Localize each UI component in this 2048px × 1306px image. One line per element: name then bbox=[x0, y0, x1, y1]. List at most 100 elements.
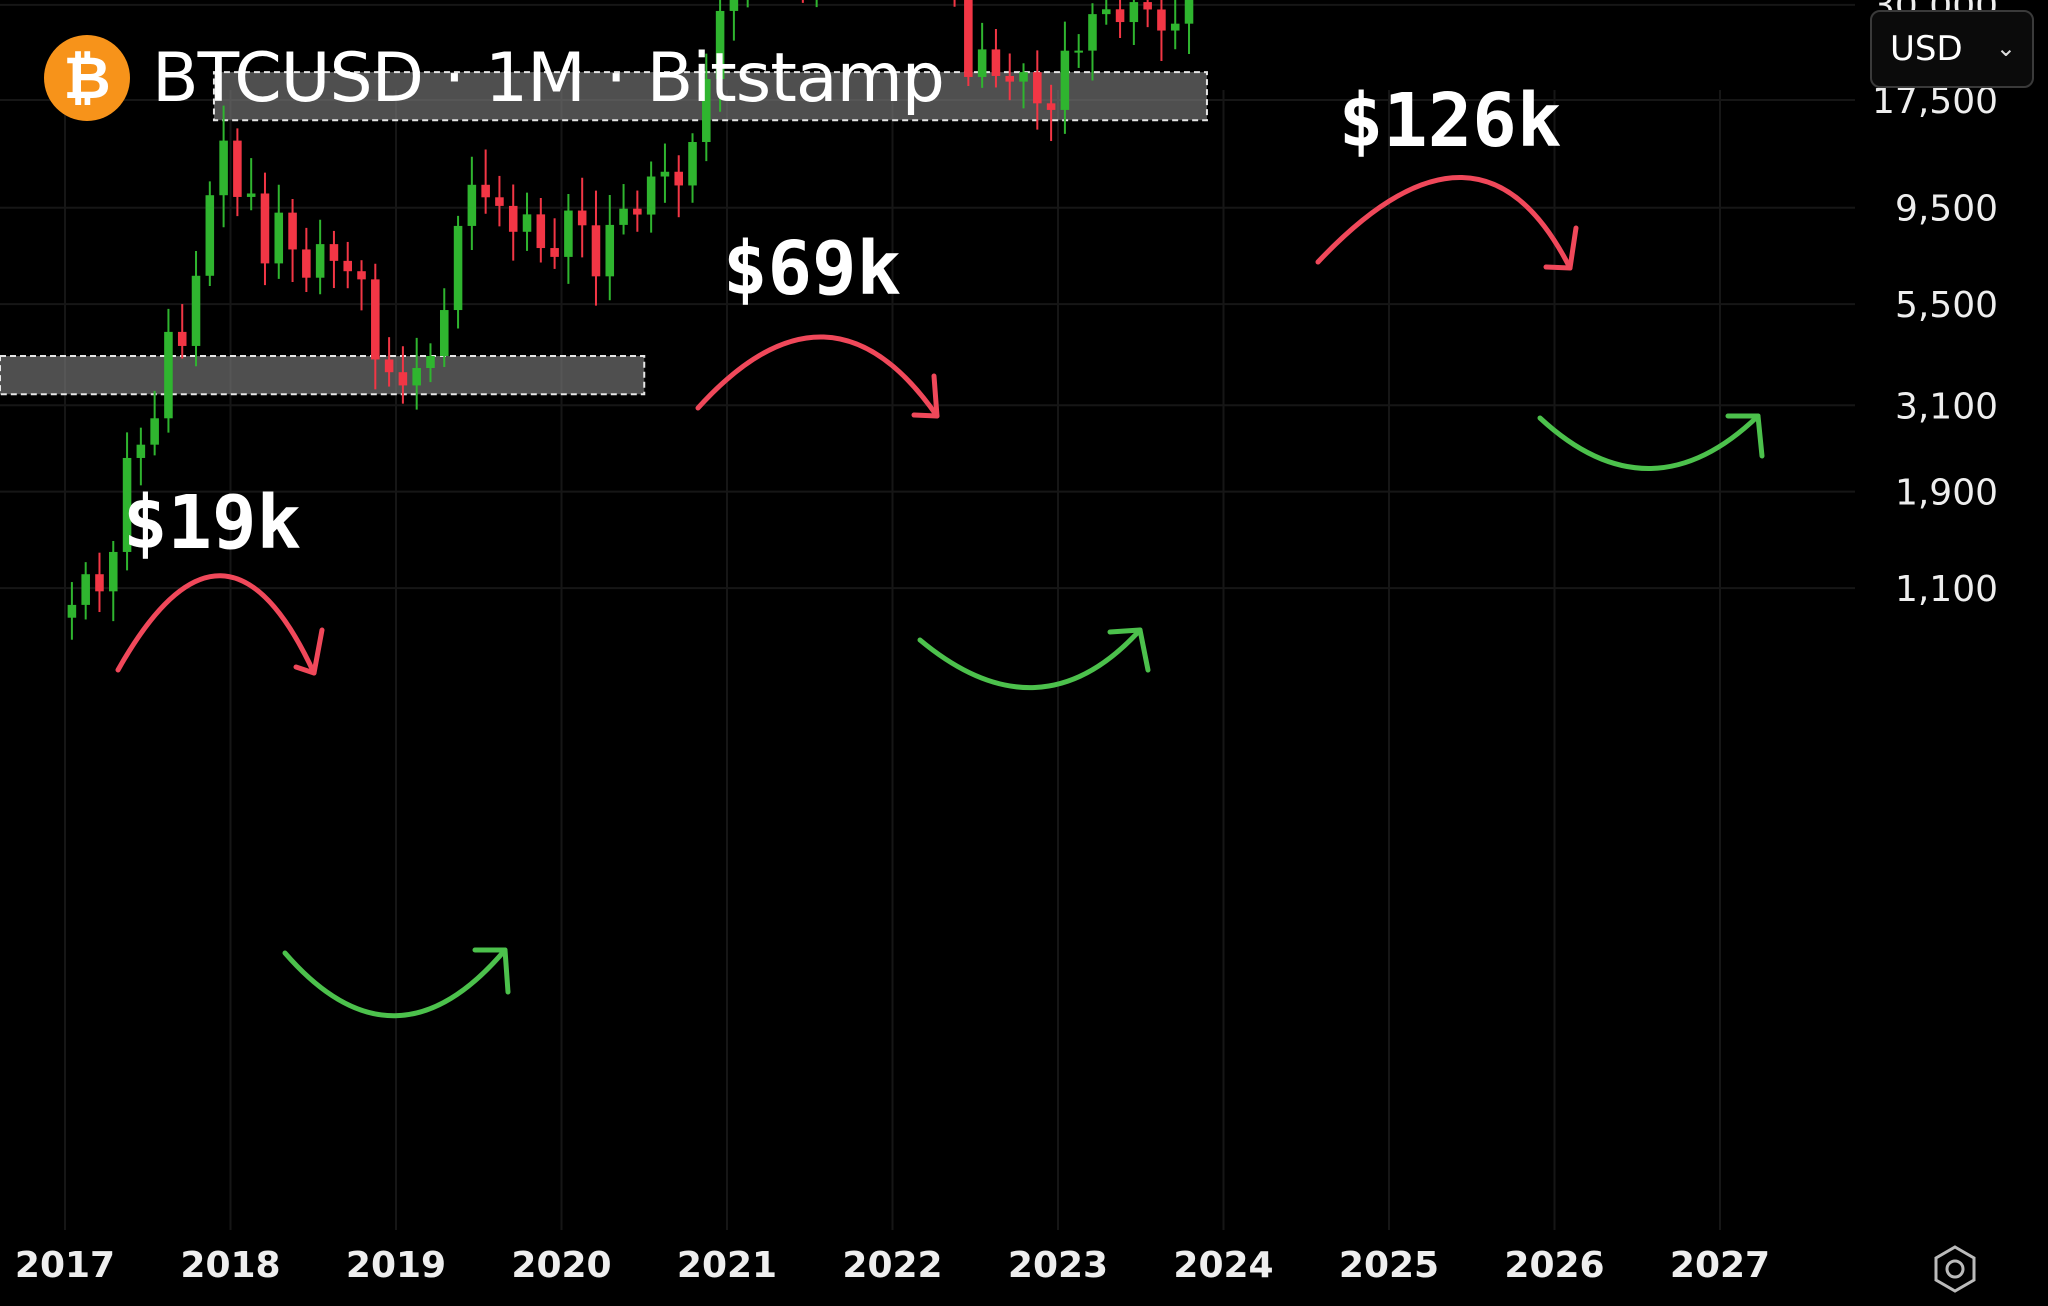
y-tick-label: 1,900 bbox=[1895, 473, 1998, 514]
x-tick-label: 2023 bbox=[1008, 1245, 1108, 1286]
peak-label-2: $126k bbox=[1339, 78, 1562, 164]
candle-body bbox=[688, 142, 697, 186]
candle-body bbox=[536, 214, 546, 249]
arrowhead-green-2023 bbox=[1107, 627, 1151, 673]
candle-body bbox=[715, 10, 725, 80]
candle-body bbox=[233, 140, 242, 197]
chart-title-block: ₿ BTCUSD · 1M · Bitstamp bbox=[44, 28, 945, 128]
candle-body bbox=[1101, 9, 1111, 15]
candle-body bbox=[150, 418, 159, 445]
candle-body bbox=[619, 208, 628, 225]
candle-body bbox=[288, 212, 297, 250]
candle-body bbox=[274, 212, 284, 264]
candle-body bbox=[122, 457, 132, 552]
candle-body bbox=[1157, 9, 1166, 31]
candle-body bbox=[1170, 23, 1180, 31]
candle-body bbox=[329, 244, 339, 261]
peak-label-1: $69k bbox=[723, 226, 901, 312]
chevron-down-icon: ⌄ bbox=[1995, 34, 2016, 62]
candle-body bbox=[1033, 72, 1042, 104]
y-tick-label: 1,100 bbox=[1895, 569, 1998, 610]
candle-body bbox=[1115, 9, 1125, 23]
candle-body bbox=[260, 193, 270, 264]
arrow-red-19k bbox=[115, 573, 317, 676]
x-tick-label: 2025 bbox=[1339, 1245, 1439, 1286]
candle-body bbox=[646, 176, 656, 215]
arrowhead-green-2026 bbox=[1725, 413, 1765, 459]
candle-body bbox=[439, 310, 449, 356]
candle-body bbox=[315, 244, 325, 278]
candle-body bbox=[81, 574, 90, 605]
x-tick-label: 2024 bbox=[1173, 1245, 1273, 1286]
candle-body bbox=[633, 208, 642, 215]
candle-body bbox=[508, 205, 518, 232]
candle-body bbox=[1143, 2, 1152, 10]
candle-body bbox=[398, 372, 408, 386]
y-tick-label: 3,100 bbox=[1895, 386, 1998, 427]
x-tick-label: 2017 bbox=[15, 1245, 115, 1286]
candle-body bbox=[191, 275, 201, 346]
arrowhead-green-2019 bbox=[472, 947, 511, 995]
candle-body bbox=[246, 193, 256, 197]
candle-body bbox=[136, 444, 146, 458]
candle-body bbox=[1005, 75, 1015, 82]
candle-body bbox=[108, 551, 118, 592]
candle-body bbox=[702, 79, 711, 143]
candle-body bbox=[729, 0, 739, 11]
y-tick-label: 5,500 bbox=[1895, 285, 1998, 326]
chart-title: BTCUSD · 1M · Bitstamp bbox=[152, 38, 945, 118]
candle-body bbox=[1074, 50, 1083, 53]
candle-body bbox=[550, 248, 559, 257]
x-tick-label: 2018 bbox=[180, 1245, 280, 1286]
candle-body bbox=[991, 49, 1001, 76]
arrowhead-red-126k bbox=[1543, 225, 1579, 271]
candle-body bbox=[1019, 72, 1028, 82]
candle-body bbox=[591, 225, 601, 277]
currency-label: USD bbox=[1890, 29, 1963, 69]
arrowhead-red-69k bbox=[911, 373, 940, 419]
candle-body bbox=[495, 197, 504, 206]
candle-body bbox=[605, 224, 615, 277]
candle-body bbox=[674, 171, 684, 186]
arrow-red-126k bbox=[1315, 175, 1573, 271]
x-tick-label: 2022 bbox=[842, 1245, 942, 1286]
bitcoin-logo-icon: ₿ bbox=[44, 35, 130, 121]
x-tick-label: 2021 bbox=[677, 1245, 777, 1286]
candle-body bbox=[660, 171, 670, 177]
y-tick-label: 9,500 bbox=[1895, 189, 1998, 230]
candle-body bbox=[453, 225, 463, 311]
candle-body bbox=[177, 331, 187, 346]
candle-body bbox=[577, 210, 587, 226]
candle-body bbox=[302, 249, 311, 278]
candle-body bbox=[1060, 50, 1070, 110]
candle-body bbox=[1088, 14, 1097, 51]
arrow-green-2023 bbox=[917, 627, 1143, 691]
candle-body bbox=[1184, 0, 1194, 24]
candle-body bbox=[964, 0, 973, 77]
candle-body bbox=[1129, 2, 1139, 23]
peak-label-0: $19k bbox=[123, 480, 301, 566]
candle-body bbox=[164, 331, 173, 419]
candle-body bbox=[1046, 103, 1056, 110]
candle-body bbox=[426, 355, 435, 369]
settings-icon[interactable] bbox=[1930, 1244, 1980, 1294]
candle-body bbox=[564, 210, 573, 257]
x-tick-label: 2027 bbox=[1670, 1245, 1770, 1286]
candle-body bbox=[205, 195, 215, 276]
arrow-red-69k bbox=[695, 334, 940, 419]
candle-body bbox=[481, 184, 490, 198]
x-tick-label: 2026 bbox=[1504, 1245, 1604, 1286]
candle-body bbox=[95, 574, 104, 592]
currency-select[interactable]: USD ⌄ bbox=[1870, 10, 2034, 88]
arrow-green-2019 bbox=[282, 947, 508, 1019]
candle-body bbox=[977, 49, 987, 77]
zone-2018-support bbox=[0, 354, 646, 396]
x-tick-label: 2020 bbox=[511, 1245, 611, 1286]
arrow-green-2026 bbox=[1537, 413, 1761, 471]
candle-body bbox=[371, 279, 380, 360]
candle-body bbox=[67, 604, 77, 618]
candle-body bbox=[357, 271, 366, 280]
candle-body bbox=[522, 214, 532, 232]
